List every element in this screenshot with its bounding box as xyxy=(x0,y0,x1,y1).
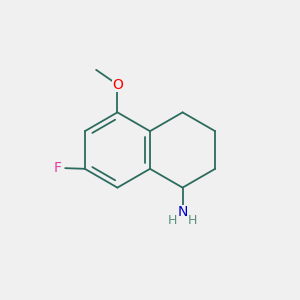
Text: N: N xyxy=(177,205,188,219)
Text: H: H xyxy=(168,214,178,227)
Text: O: O xyxy=(112,78,123,92)
Text: F: F xyxy=(54,161,62,175)
Text: H: H xyxy=(188,214,197,227)
